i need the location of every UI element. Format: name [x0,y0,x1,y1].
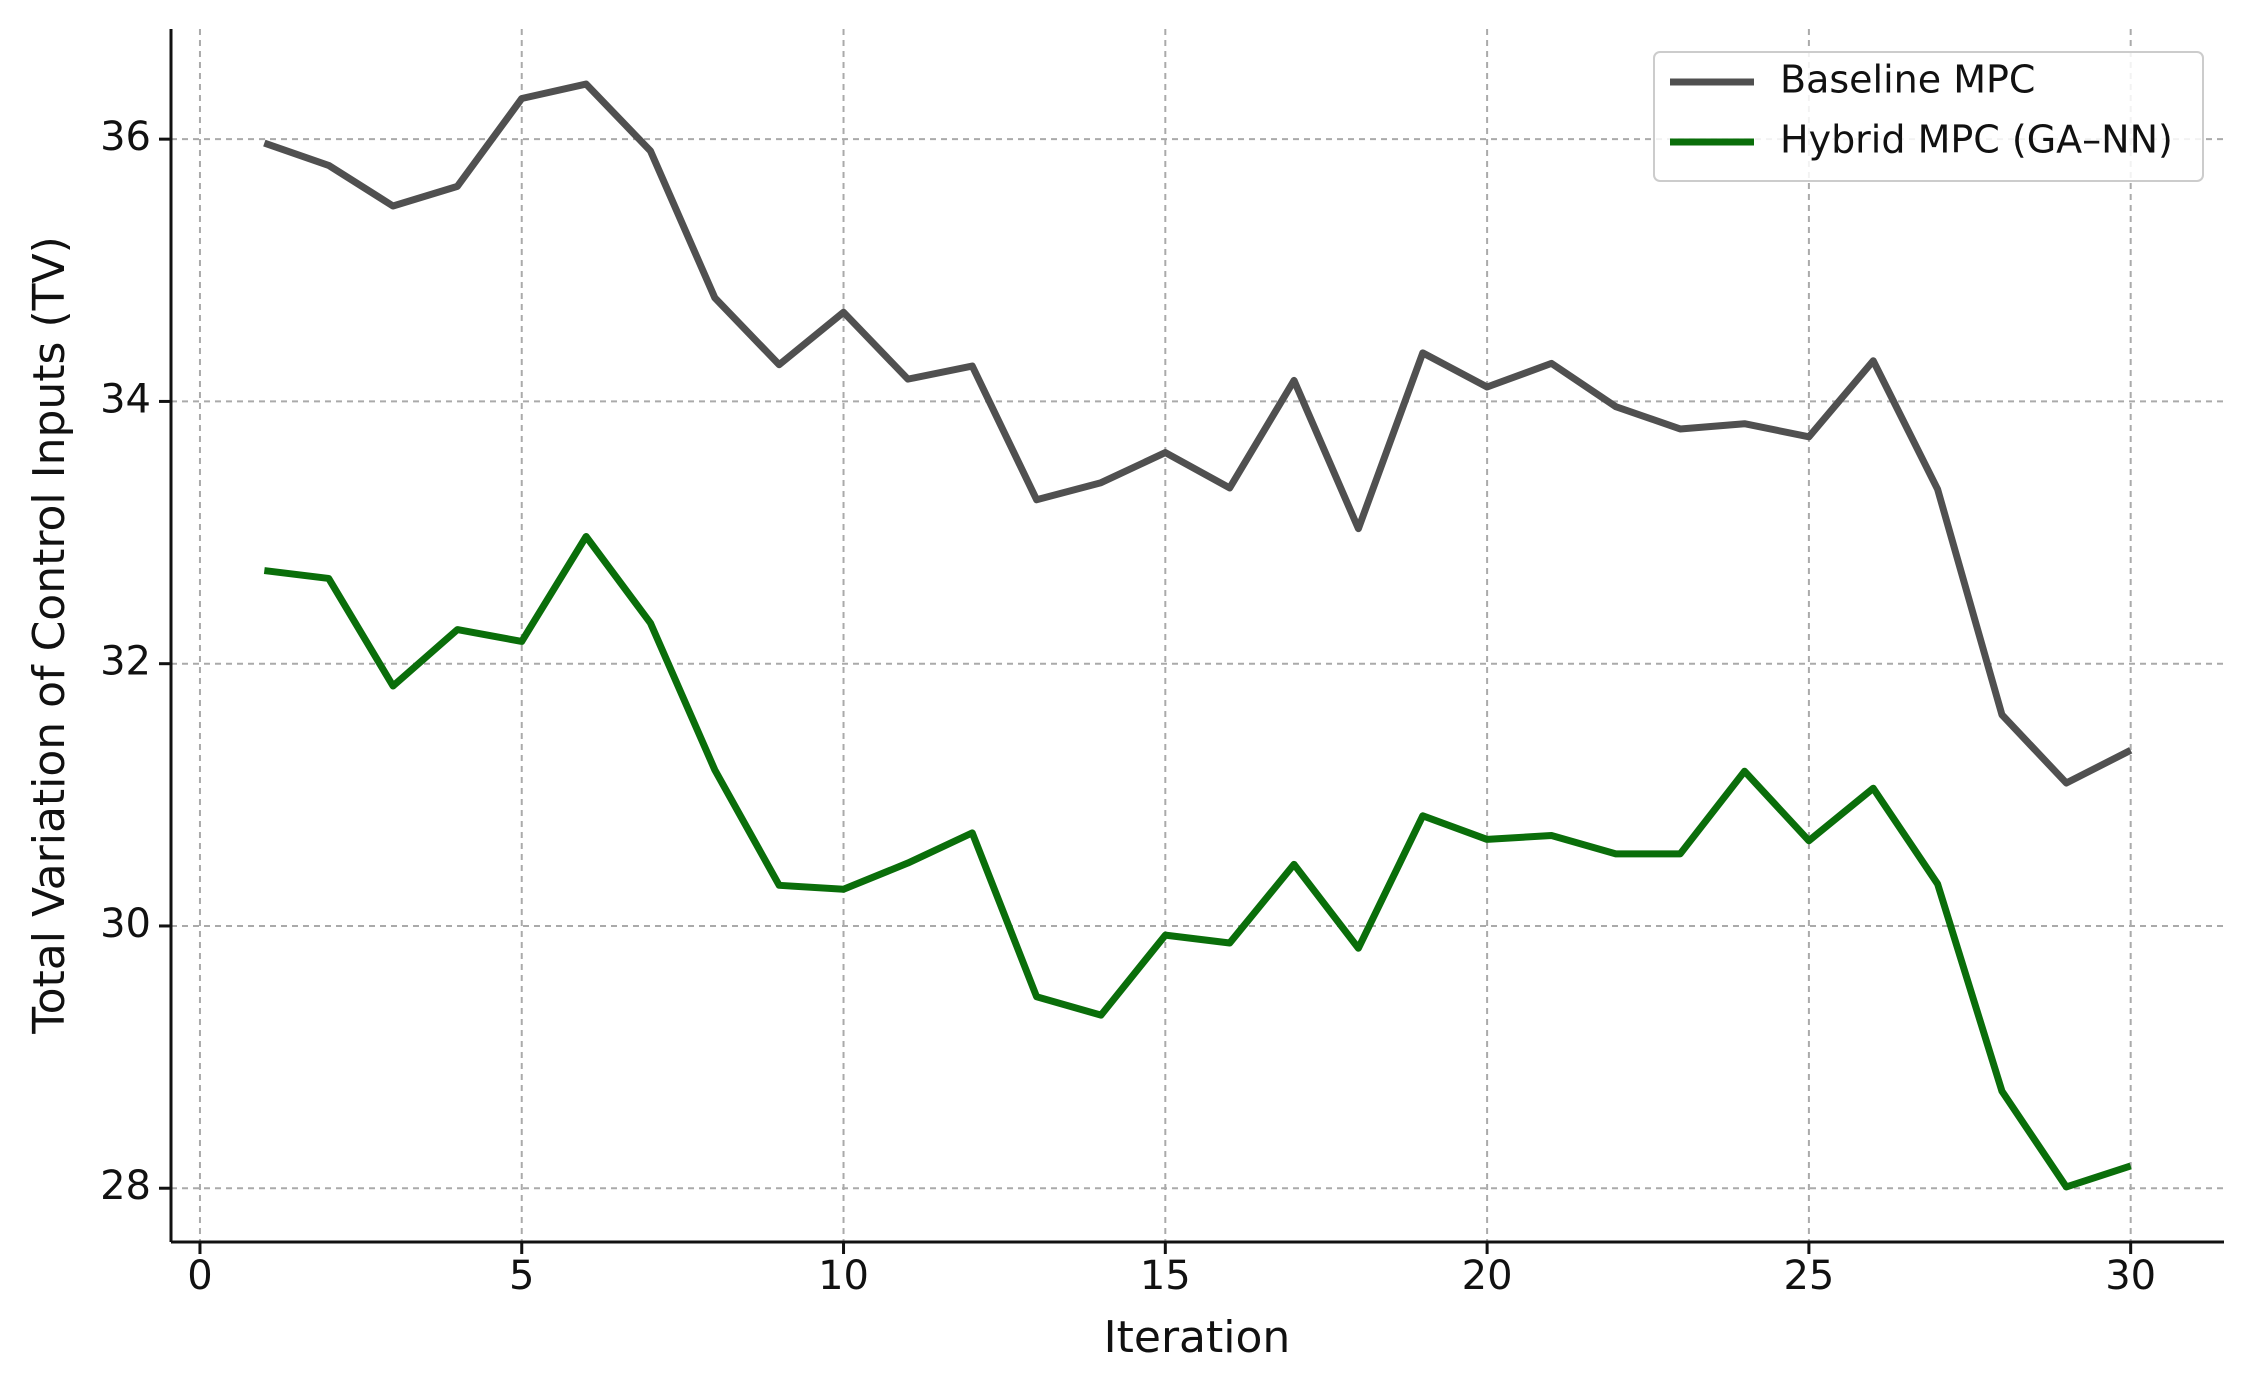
y-tick-label: 32 [100,639,151,685]
y-tick-label: 28 [100,1163,151,1209]
y-axis-label: Total Variation of Control Inputs (TV) [24,236,75,1035]
x-tick-label: 5 [509,1253,534,1299]
data-line [263,532,2132,1191]
data-line [263,80,2133,787]
x-axis-label: Iteration [1104,1312,1291,1363]
x-tick-label: 15 [1140,1253,1191,1299]
x-tick-label: 10 [818,1253,869,1299]
x-tick-label: 25 [1783,1253,1834,1299]
legend-box [1653,51,2204,182]
x-tick-label: 20 [1462,1253,1513,1299]
legend-label: Baseline MPC [1780,58,2035,102]
legend-label: Hybrid MPC (GA–NN) [1780,118,2173,162]
x-tick-label: 30 [2105,1253,2156,1299]
y-tick-label: 30 [100,901,151,947]
y-tick-label: 34 [100,376,151,422]
x-tick-label: 0 [187,1253,212,1299]
y-tick-label: 36 [100,114,151,160]
